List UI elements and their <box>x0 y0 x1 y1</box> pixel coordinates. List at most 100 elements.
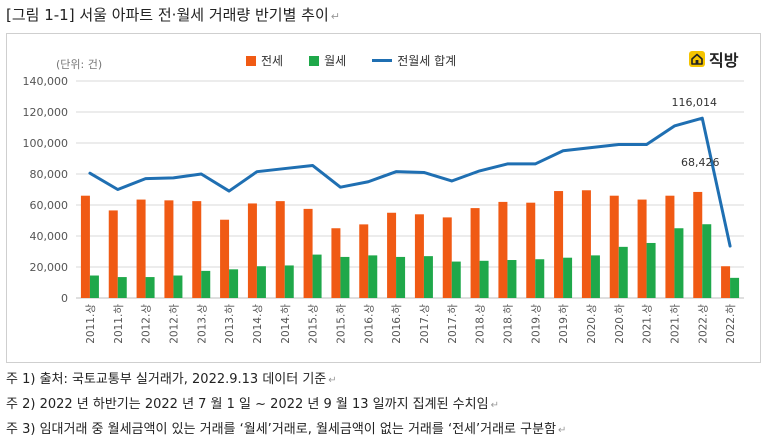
paragraph-mark-icon: ↵ <box>490 400 499 411</box>
x-tick-label: 2017.상 <box>419 304 431 344</box>
x-tick-label: 2019.상 <box>530 304 542 344</box>
y-unit-label: (단위: 건) <box>56 58 103 71</box>
point-total <box>256 170 258 173</box>
bar-wolse <box>256 266 266 298</box>
point-total <box>283 167 286 170</box>
bar-jeonse <box>80 195 90 298</box>
x-tick-label: 2012.상 <box>141 304 153 344</box>
bar-jeonse <box>359 224 369 299</box>
bar-jeonse <box>637 199 647 298</box>
point-total <box>590 146 592 149</box>
bar-wolse <box>423 256 433 298</box>
point-total <box>506 163 509 165</box>
x-tick-label: 2019.하 <box>557 304 570 344</box>
point-total <box>367 180 370 183</box>
y-tick-label: 40,000 <box>30 230 69 243</box>
data-label: 68,426 <box>681 156 720 169</box>
bar-jeonse <box>136 199 146 298</box>
legend-item-jeonse: 전세 <box>246 52 283 69</box>
zigbang-logo: 직방 <box>688 47 738 71</box>
bar-jeonse <box>414 214 424 298</box>
figure-title-text: [그림 1-1] 서울 아파트 전·월세 거래량 반기별 추이 <box>6 6 329 24</box>
bar-wolse <box>312 254 322 298</box>
footnote-3: 주 3) 임대거래 중 월세금액이 있는 거래를 ‘월세’거래로, 월세금액이 … <box>6 418 566 443</box>
point-total <box>116 188 119 191</box>
legend-item-wolse: 월세 <box>309 52 346 69</box>
bar-jeonse <box>164 200 174 298</box>
bar-jeonse <box>470 208 480 298</box>
x-tick-label: 2014.하 <box>279 304 292 344</box>
bar-wolse <box>702 224 712 298</box>
point-total <box>144 177 147 180</box>
point-total <box>395 170 397 173</box>
bar-wolse <box>730 277 740 298</box>
footnote-1: 주 1) 출처: 국토교통부 실거래가, 2022.9.13 데이터 기준 ↵ <box>6 368 566 393</box>
footnote-3-text: 주 3) 임대거래 중 월세금액이 있는 거래를 ‘월세’거래로, 월세금액이 … <box>6 422 557 437</box>
bar-wolse <box>340 256 350 298</box>
figure-title: [그림 1-1] 서울 아파트 전·월세 거래량 반기별 추이 ↵ <box>6 4 340 25</box>
x-tick-label: 2013.상 <box>196 304 208 344</box>
point-total <box>617 143 620 146</box>
bar-jeonse <box>665 195 675 298</box>
x-tick-label: 2018.상 <box>475 304 487 344</box>
y-tick-label: 120,000 <box>23 106 69 119</box>
bar-jeonse <box>609 195 619 298</box>
bar-wolse <box>479 260 489 298</box>
legend-swatch-jeonse <box>246 55 256 66</box>
x-tick-label: 2020.하 <box>613 304 626 344</box>
y-tick-label: 140,000 <box>23 75 69 88</box>
point-total <box>478 170 481 172</box>
bar-jeonse <box>442 217 452 298</box>
footnote-2: 주 2) 2022 년 하반기는 2022 년 7 월 1 일 ~ 2022 년… <box>6 393 566 418</box>
point-total <box>450 180 453 182</box>
bar-jeonse <box>581 190 591 298</box>
paragraph-mark-icon: ↵ <box>328 375 337 386</box>
bar-wolse <box>563 257 573 298</box>
x-tick-label: 2015.상 <box>308 304 320 344</box>
y-tick-label: 60,000 <box>30 199 69 212</box>
x-tick-label: 2021.하 <box>668 304 681 344</box>
point-total <box>534 163 537 165</box>
bar-wolse <box>618 246 628 298</box>
point-total <box>645 143 648 146</box>
bar-wolse <box>229 269 239 298</box>
footnotes: 주 1) 출처: 국토교통부 실거래가, 2022.9.13 데이터 기준 ↵ 주… <box>6 368 566 443</box>
footnote-2-text: 주 2) 2022 년 하반기는 2022 년 7 월 1 일 ~ 2022 년… <box>6 397 489 412</box>
y-tick-label: 0 <box>61 292 68 305</box>
bar-jeonse <box>721 266 731 298</box>
y-tick-label: 80,000 <box>30 168 69 181</box>
house-icon <box>689 51 705 67</box>
bar-jeonse <box>275 201 285 299</box>
legend-swatch-wolse <box>309 55 320 66</box>
bar-jeonse <box>331 228 341 298</box>
x-tick-label: 2016.상 <box>363 304 375 344</box>
paragraph-mark-icon: ↵ <box>558 425 567 436</box>
legend-label-wolse: 월세 <box>324 54 347 68</box>
logo-brand-text: 직방 <box>709 51 739 70</box>
bar-jeonse <box>247 203 257 298</box>
x-tick-label: 2013.하 <box>223 304 236 344</box>
x-tick-label: 2017.하 <box>446 304 459 344</box>
point-total <box>562 149 564 152</box>
legend-swatch-total <box>372 59 393 62</box>
bar-wolse <box>173 275 183 298</box>
legend-label-total: 전월세 합계 <box>397 54 457 68</box>
x-tick-label: 2018.하 <box>501 304 514 344</box>
point-total <box>339 186 342 188</box>
bar-wolse <box>451 261 461 298</box>
bar-wolse <box>535 259 545 298</box>
bar-wolse <box>117 277 127 298</box>
line-total <box>88 116 732 248</box>
bar-wolse <box>507 260 517 298</box>
y-tick-label: 20,000 <box>30 261 69 274</box>
bar-wolse <box>646 242 656 298</box>
x-tick-label: 2011.하 <box>112 304 125 344</box>
bar-wolse <box>674 228 684 298</box>
bar-wolse <box>201 270 211 299</box>
x-tick-label: 2014.상 <box>252 304 264 344</box>
chart-panel <box>6 33 761 363</box>
footnote-1-text: 주 1) 출처: 국토교통부 실거래가, 2022.9.13 데이터 기준 <box>6 372 327 387</box>
bar-jeonse <box>498 201 508 298</box>
bar-wolse <box>590 255 600 299</box>
